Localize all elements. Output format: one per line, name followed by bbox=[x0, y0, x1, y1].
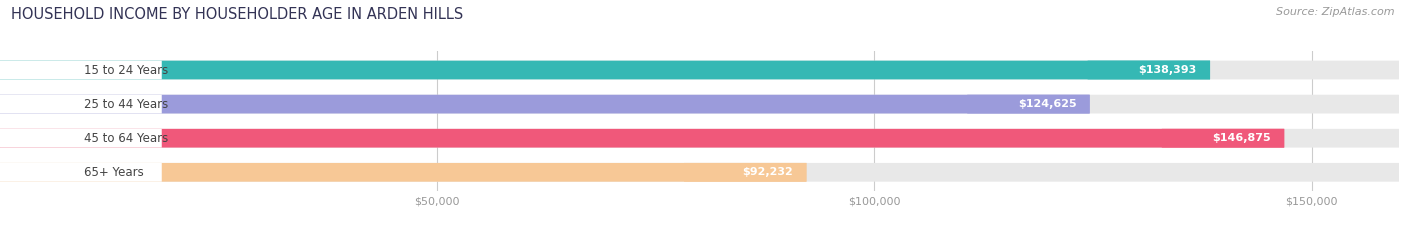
FancyBboxPatch shape bbox=[1161, 129, 1284, 147]
FancyBboxPatch shape bbox=[1088, 61, 1211, 79]
FancyBboxPatch shape bbox=[0, 61, 1211, 79]
FancyBboxPatch shape bbox=[0, 129, 1399, 147]
FancyBboxPatch shape bbox=[0, 163, 162, 182]
FancyBboxPatch shape bbox=[0, 163, 1399, 182]
Text: $124,625: $124,625 bbox=[1018, 99, 1077, 109]
FancyBboxPatch shape bbox=[0, 61, 162, 79]
Text: 65+ Years: 65+ Years bbox=[84, 166, 143, 179]
Text: $92,232: $92,232 bbox=[742, 167, 793, 177]
Text: 15 to 24 Years: 15 to 24 Years bbox=[84, 64, 169, 76]
FancyBboxPatch shape bbox=[0, 163, 807, 182]
Text: $146,875: $146,875 bbox=[1212, 133, 1271, 143]
FancyBboxPatch shape bbox=[685, 163, 807, 182]
FancyBboxPatch shape bbox=[967, 95, 1090, 113]
FancyBboxPatch shape bbox=[0, 95, 1399, 113]
FancyBboxPatch shape bbox=[0, 129, 162, 147]
Text: Source: ZipAtlas.com: Source: ZipAtlas.com bbox=[1277, 7, 1395, 17]
Text: 25 to 44 Years: 25 to 44 Years bbox=[84, 98, 169, 111]
FancyBboxPatch shape bbox=[0, 61, 1399, 79]
Text: HOUSEHOLD INCOME BY HOUSEHOLDER AGE IN ARDEN HILLS: HOUSEHOLD INCOME BY HOUSEHOLDER AGE IN A… bbox=[11, 7, 464, 22]
Text: 45 to 64 Years: 45 to 64 Years bbox=[84, 132, 169, 145]
FancyBboxPatch shape bbox=[0, 95, 1090, 113]
FancyBboxPatch shape bbox=[0, 95, 162, 113]
Text: $138,393: $138,393 bbox=[1139, 65, 1197, 75]
FancyBboxPatch shape bbox=[0, 129, 1284, 147]
